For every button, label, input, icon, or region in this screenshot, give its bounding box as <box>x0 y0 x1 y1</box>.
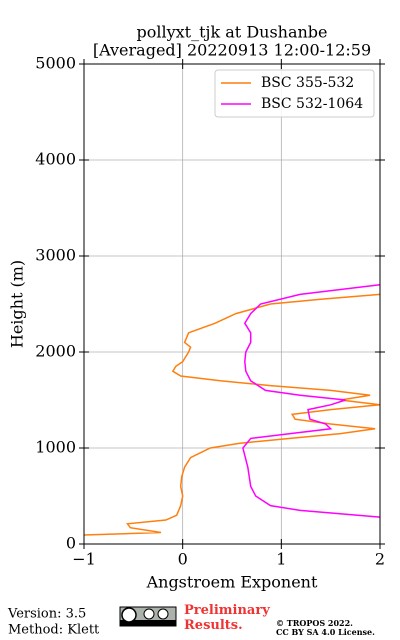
legend-label: BSC 532-1064 <box>261 96 363 112</box>
y-axis-label: Height (m) <box>8 260 27 348</box>
legend-box <box>214 69 375 118</box>
legend-label: BSC 355-532 <box>261 75 354 91</box>
y-tick-label: 5000 <box>35 54 76 73</box>
data-line <box>242 284 380 518</box>
x-axis-label: Angstroem Exponent <box>146 573 318 592</box>
plot-frame <box>83 63 381 545</box>
x-tick-label: 0 <box>178 550 188 569</box>
copyright: © TROPOS 2022. <box>276 618 353 628</box>
version: Version: 3.5 <box>7 607 86 622</box>
y-tick-label: 3000 <box>35 246 76 265</box>
license: CC BY SA 4.0 License. <box>276 627 375 637</box>
chart-subtitle: [Averaged] 20220913 12:00-12:59 <box>93 41 371 60</box>
method: Method: Klett <box>8 623 100 638</box>
y-tick-label: 2000 <box>35 342 76 361</box>
y-tick-label: 1000 <box>35 438 76 457</box>
data-line <box>84 293 380 536</box>
chart-title: pollyxt_tjk at Dushanbe <box>136 23 327 42</box>
x-tick-label: 2 <box>375 550 385 569</box>
x-tick-label: −1 <box>72 550 96 569</box>
preliminary-notice: Preliminary Results. <box>184 603 270 633</box>
cc-logo <box>119 606 177 627</box>
y-tick-label: 0 <box>66 534 76 553</box>
y-tick-label: 4000 <box>35 150 76 169</box>
x-tick-label: 1 <box>276 550 286 569</box>
